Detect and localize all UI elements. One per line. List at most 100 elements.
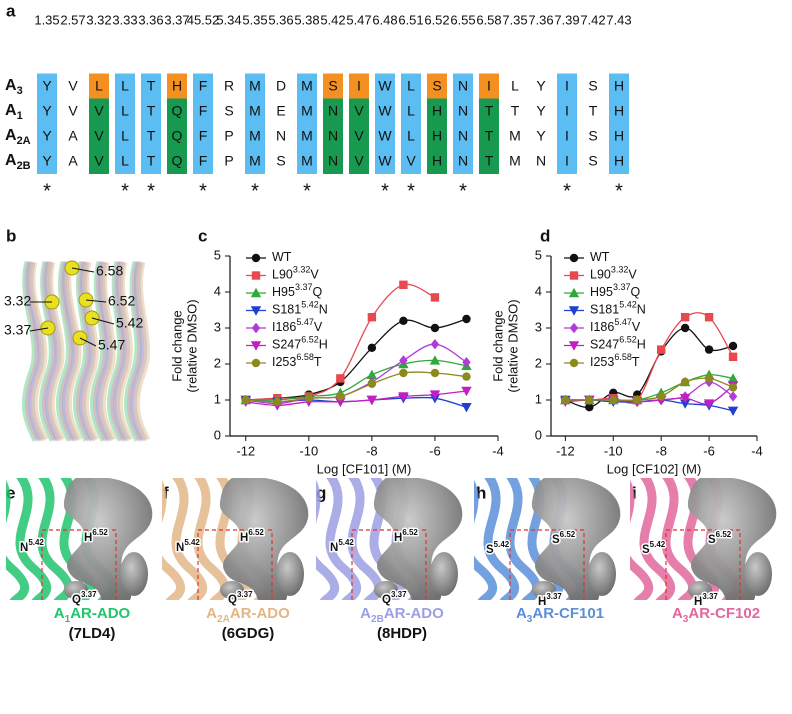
residue: S <box>588 78 597 94</box>
legend-suffix: N <box>637 303 646 317</box>
legend-marker <box>568 287 580 298</box>
caption: A2BAR-ADO <box>360 605 444 625</box>
residue-label: S5.42 <box>486 540 510 556</box>
residue-cell <box>401 148 421 174</box>
residue-cell <box>141 73 161 99</box>
legend-marker <box>251 322 261 334</box>
legend-entry: L903.32V <box>272 265 319 282</box>
legend-suffix: Q <box>312 285 322 299</box>
helix <box>98 261 117 442</box>
data-point <box>430 368 440 378</box>
residue-cell <box>323 98 343 124</box>
legend-suffix: Q <box>630 285 640 299</box>
surface <box>63 478 153 600</box>
residue: I <box>565 153 569 169</box>
data-point <box>680 313 690 322</box>
legend-name: I253 <box>590 355 614 369</box>
residue: V <box>94 103 104 119</box>
caption-subscript: 2B <box>371 614 384 625</box>
legend-superscript: 6.58 <box>614 352 632 362</box>
caption-suffix: AR-ADO <box>384 605 444 622</box>
y-tick-label: 1 <box>214 391 221 406</box>
pocket-box <box>197 529 273 600</box>
residue-cell <box>453 98 473 124</box>
data-point <box>679 399 691 409</box>
residue: M <box>249 128 261 144</box>
residue-cell <box>323 123 343 149</box>
helix <box>115 261 134 442</box>
data-point <box>367 343 377 352</box>
residue: M <box>249 153 261 169</box>
conserved-mark: * <box>615 180 623 202</box>
residue-cell <box>89 73 109 99</box>
residue-cell <box>375 73 395 99</box>
residue-cell <box>479 148 499 174</box>
legend-superscript: 6.52 <box>619 335 637 345</box>
structure-label: 6.58 <box>96 263 123 279</box>
structure-label: 6.52 <box>108 293 135 309</box>
residue: A <box>68 153 78 169</box>
residue-cell <box>349 123 369 149</box>
caption-suffix: AR-ADO <box>230 605 290 622</box>
legend-marker <box>569 253 579 263</box>
data-point <box>703 399 715 409</box>
legend-superscript: 3.32 <box>611 265 629 275</box>
residue: T <box>589 103 598 119</box>
residue-superscript: 3.37 <box>702 592 718 601</box>
residue-superscript: 5.42 <box>650 540 666 549</box>
caption-pdb: (7LD4) <box>69 625 116 642</box>
residue-superscript: 3.37 <box>546 592 562 601</box>
receptor-subscript: 3 <box>17 85 23 97</box>
position-label: 45.52 <box>187 12 220 27</box>
receptor-name: A <box>5 77 17 94</box>
legend-marker <box>250 287 262 298</box>
x-tick-label: -10 <box>604 443 623 458</box>
pocket-box <box>509 529 585 600</box>
x-tick-label: -6 <box>429 443 441 458</box>
x-tick-label: -4 <box>492 443 504 458</box>
caption-suffix: AR-ADO <box>70 605 130 622</box>
legend-name: WT <box>272 250 292 264</box>
legend-suffix: T <box>632 355 640 369</box>
receptor-label: A1 <box>5 102 23 122</box>
residue-cell <box>167 123 187 149</box>
residue: H <box>614 103 624 119</box>
residue: T <box>147 128 156 144</box>
residue-letter: Q <box>382 594 391 606</box>
residue-cell <box>115 123 135 149</box>
legend-marker <box>569 322 579 334</box>
position-label: 5.38 <box>294 12 319 27</box>
legend-entry: S1815.42N <box>272 300 328 317</box>
legend-marker <box>569 358 579 368</box>
residue: S <box>588 153 597 169</box>
residue-cell <box>193 98 213 124</box>
surface <box>374 581 398 599</box>
data-point <box>335 397 346 407</box>
panel-label: g <box>316 483 326 502</box>
conserved-mark: * <box>381 180 389 202</box>
panel-label: h <box>476 483 486 502</box>
y-tick-label: 0 <box>214 427 221 442</box>
data-point <box>429 355 441 365</box>
surface <box>373 478 463 600</box>
position-label: 6.51 <box>398 12 423 27</box>
conserved-mark: * <box>251 180 259 202</box>
data-point <box>727 406 739 416</box>
y-axis-title: Fold change <box>490 310 505 382</box>
data-point <box>585 403 594 412</box>
receptor-name: A <box>5 102 17 119</box>
residue-label: Q3.37 <box>382 590 407 606</box>
x-tick-label: -12 <box>556 443 575 458</box>
data-point <box>704 345 714 354</box>
y-tick-label: 0 <box>535 427 542 442</box>
residue-letter: S <box>486 544 494 556</box>
ribbon <box>661 478 698 600</box>
surface <box>220 581 244 599</box>
residue: S <box>276 153 285 169</box>
residue-cell <box>37 98 57 124</box>
surface <box>430 552 458 596</box>
legend-marker <box>251 271 261 280</box>
residue-cell <box>115 148 135 174</box>
surface <box>688 581 712 599</box>
residue-cell <box>323 148 343 174</box>
